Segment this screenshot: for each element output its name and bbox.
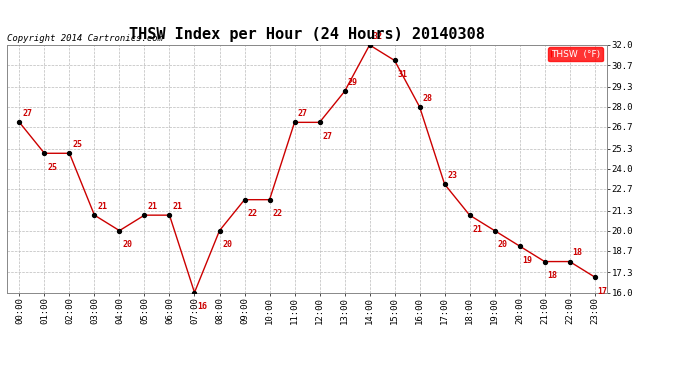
Point <box>314 119 325 125</box>
Text: 25: 25 <box>72 140 82 149</box>
Point <box>539 259 550 265</box>
Point <box>589 274 600 280</box>
Point <box>564 259 575 265</box>
Point <box>514 243 525 249</box>
Text: 21: 21 <box>473 225 482 234</box>
Point <box>89 212 100 218</box>
Text: 32: 32 <box>373 32 382 41</box>
Title: THSW Index per Hour (24 Hours) 20140308: THSW Index per Hour (24 Hours) 20140308 <box>129 27 485 42</box>
Point <box>414 104 425 110</box>
Text: 21: 21 <box>147 202 157 211</box>
Point <box>114 228 125 234</box>
Text: 20: 20 <box>497 240 507 249</box>
Point <box>214 228 225 234</box>
Text: 17: 17 <box>598 287 607 296</box>
Text: 27: 27 <box>22 109 32 118</box>
Text: 25: 25 <box>47 163 57 172</box>
Text: Copyright 2014 Cartronics.com: Copyright 2014 Cartronics.com <box>7 33 163 42</box>
Text: 23: 23 <box>447 171 457 180</box>
Text: 28: 28 <box>422 94 433 103</box>
Text: 21: 21 <box>172 202 182 211</box>
Point <box>164 212 175 218</box>
Text: 27: 27 <box>322 132 333 141</box>
Point <box>39 150 50 156</box>
Legend: THSW  (°F): THSW (°F) <box>548 47 602 62</box>
Point <box>339 88 350 94</box>
Point <box>239 196 250 202</box>
Text: 20: 20 <box>122 240 132 249</box>
Text: 27: 27 <box>297 109 307 118</box>
Point <box>139 212 150 218</box>
Text: 16: 16 <box>197 302 207 311</box>
Text: 22: 22 <box>247 209 257 218</box>
Text: 18: 18 <box>547 271 558 280</box>
Point <box>464 212 475 218</box>
Text: 29: 29 <box>347 78 357 87</box>
Text: 20: 20 <box>222 240 233 249</box>
Point <box>264 196 275 202</box>
Point <box>64 150 75 156</box>
Text: 21: 21 <box>97 202 107 211</box>
Point <box>289 119 300 125</box>
Point <box>489 228 500 234</box>
Point <box>14 119 25 125</box>
Text: 18: 18 <box>573 248 582 257</box>
Text: 19: 19 <box>522 256 533 265</box>
Text: 31: 31 <box>397 70 407 79</box>
Point <box>189 290 200 296</box>
Text: 22: 22 <box>273 209 282 218</box>
Point <box>389 57 400 63</box>
Point <box>439 181 450 187</box>
Point <box>364 42 375 48</box>
